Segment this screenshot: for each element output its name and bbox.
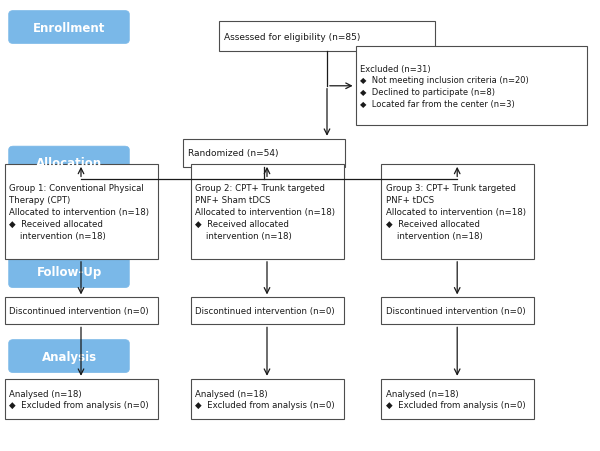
Text: Enrollment: Enrollment — [33, 22, 105, 34]
Text: Analysed (n=18)
◆  Excluded from analysis (n=0): Analysed (n=18) ◆ Excluded from analysis… — [196, 389, 335, 410]
Text: Group 2: CPT+ Trunk targeted
PNF+ Sham tDCS
Allocated to intervention (n=18)
◆  : Group 2: CPT+ Trunk targeted PNF+ Sham t… — [196, 184, 335, 240]
Bar — [5, 298, 157, 325]
Bar — [219, 22, 435, 51]
Bar — [381, 165, 534, 259]
Bar — [191, 165, 343, 259]
Text: Analysed (n=18)
◆  Excluded from analysis (n=0): Analysed (n=18) ◆ Excluded from analysis… — [10, 389, 149, 410]
Bar — [183, 139, 345, 167]
Bar — [381, 379, 534, 419]
Bar — [5, 379, 157, 419]
Text: Group 3: CPT+ Trunk targeted
PNF+ tDCS
Allocated to intervention (n=18)
◆  Recei: Group 3: CPT+ Trunk targeted PNF+ tDCS A… — [386, 184, 526, 240]
Text: Discontinued intervention (n=0): Discontinued intervention (n=0) — [10, 307, 149, 316]
Bar — [191, 379, 343, 419]
Bar — [381, 298, 534, 325]
FancyBboxPatch shape — [9, 11, 130, 44]
Text: Group 1: Conventional Physical
Therapy (CPT)
Allocated to intervention (n=18)
◆ : Group 1: Conventional Physical Therapy (… — [10, 184, 149, 240]
Text: Excluded (n=31)
◆  Not meeting inclusion criteria (n=20)
◆  Declined to particip: Excluded (n=31) ◆ Not meeting inclusion … — [360, 64, 529, 109]
Text: Discontinued intervention (n=0): Discontinued intervention (n=0) — [386, 307, 525, 316]
Bar — [191, 298, 343, 325]
Bar — [355, 47, 587, 126]
Text: Analysis: Analysis — [41, 350, 97, 363]
Text: Randomized (n=54): Randomized (n=54) — [188, 149, 278, 158]
FancyBboxPatch shape — [9, 147, 130, 179]
Text: Assessed for eligibility (n=85): Assessed for eligibility (n=85) — [224, 32, 360, 41]
Text: Discontinued intervention (n=0): Discontinued intervention (n=0) — [196, 307, 335, 316]
FancyBboxPatch shape — [9, 340, 130, 373]
FancyBboxPatch shape — [9, 255, 130, 288]
Text: Follow-Up: Follow-Up — [37, 265, 101, 278]
Bar — [5, 165, 157, 259]
Text: Analysed (n=18)
◆  Excluded from analysis (n=0): Analysed (n=18) ◆ Excluded from analysis… — [386, 389, 525, 410]
Text: Allocation: Allocation — [36, 157, 102, 170]
